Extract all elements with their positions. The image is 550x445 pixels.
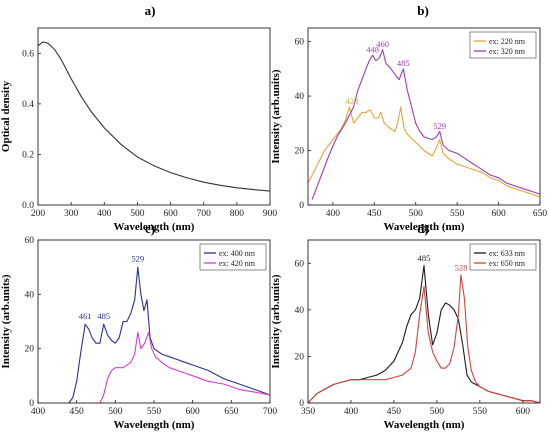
y-tick-label: 0.6 <box>22 49 34 59</box>
plot-frame <box>307 239 541 404</box>
legend-label: ex: 633 nm <box>489 249 526 258</box>
y-tick-label: 60 <box>25 236 35 246</box>
x-tick-label: 700 <box>263 407 278 417</box>
legend-box <box>469 31 537 59</box>
y-axis-title: Optical density <box>0 80 12 152</box>
y-tick-label: 20 <box>25 345 35 355</box>
chart-panel-2: b) 400 450 500 550 600 650 0 20 40 60 Wavelength (n… <box>270 3 547 233</box>
chart-panel-3: c) 400 450 500 550 600 650 700 0 20 40 60 Wavelength… <box>0 221 277 431</box>
peak-label: 448 <box>366 45 379 55</box>
peak-label: 485 <box>397 58 410 68</box>
y-axis-title: Intensity (arb.units) <box>270 69 282 163</box>
legend-label: ex: 650 nm <box>489 259 526 268</box>
y-tick-label: 60 <box>295 259 305 269</box>
y-tick-label: 60 <box>295 38 305 48</box>
x-tick-label: 600 <box>163 209 178 219</box>
x-tick-label: 600 <box>516 407 531 417</box>
x-tick-label: 500 <box>409 209 424 219</box>
x-tick-label: 550 <box>450 209 465 219</box>
x-tick-label: 450 <box>70 407 85 417</box>
peak-label: 529 <box>131 254 144 264</box>
y-tick-label: 0.2 <box>22 150 34 160</box>
x-tick-label: 400 <box>97 209 112 219</box>
series-line-1 <box>308 106 540 198</box>
y-axis-title: Intensity (arb.units) <box>0 274 12 368</box>
panel-label: d) <box>417 221 429 236</box>
panel-label: b) <box>417 3 429 18</box>
panel-label: c) <box>145 221 155 236</box>
x-tick-label: 650 <box>224 407 239 417</box>
x-tick-label: 500 <box>130 209 145 219</box>
legend-label: ex: 400 nm <box>219 249 256 258</box>
x-tick-label: 400 <box>31 407 46 417</box>
y-tick-label: 0 <box>299 201 304 211</box>
chart-panel-1: a) 200 300 400 500 600 700 800 900 0.0 0.2 0.4 0.6 Wa… <box>0 3 277 233</box>
x-tick-label: 450 <box>367 209 382 219</box>
peak-label: 529 <box>433 121 446 131</box>
x-tick-label: 800 <box>230 209 245 219</box>
peak-label: 485 <box>418 253 431 263</box>
legend-label: ex: 320 nm <box>489 47 526 56</box>
chart-panel-4: d) 350 400 450 500 550 600 0 20 40 60 Wavelength (n… <box>270 221 541 431</box>
series-line-2 <box>99 331 270 403</box>
legend-box <box>199 243 267 271</box>
series-line-2 <box>308 274 540 403</box>
peak-label: 528 <box>455 262 468 272</box>
plot-frame <box>37 27 271 206</box>
x-tick-label: 550 <box>473 407 488 417</box>
peak-label: 485 <box>97 311 110 321</box>
x-tick-label: 700 <box>197 209 212 219</box>
x-tick-label: 600 <box>186 407 201 417</box>
x-tick-label: 300 <box>64 209 79 219</box>
x-tick-label: 400 <box>326 209 341 219</box>
x-tick-label: 900 <box>263 209 278 219</box>
y-tick-label: 0.0 <box>22 201 34 211</box>
series-line-1 <box>38 41 270 192</box>
x-axis-title: Wavelength (nm) <box>384 221 465 233</box>
x-tick-label: 500 <box>108 407 123 417</box>
x-tick-label: 650 <box>533 209 548 219</box>
y-tick-label: 0 <box>299 399 304 409</box>
legend-label: ex: 420 nm <box>219 259 256 268</box>
y-axis-title: Intensity (arb.units) <box>270 274 282 368</box>
y-tick-label: 20 <box>295 147 305 157</box>
x-tick-label: 450 <box>387 407 402 417</box>
plot-frame <box>307 27 541 206</box>
series-line-2 <box>311 49 540 200</box>
peak-label: 461 <box>79 311 92 321</box>
y-tick-label: 40 <box>295 306 305 316</box>
x-tick-label: 400 <box>344 407 359 417</box>
x-tick-label: 350 <box>301 407 316 417</box>
y-tick-label: 40 <box>25 290 35 300</box>
series-line-1 <box>68 266 270 403</box>
peak-label: 460 <box>376 39 389 49</box>
y-tick-label: 40 <box>295 92 305 102</box>
legend-label: ex: 220 nm <box>489 37 526 46</box>
y-tick-label: 0 <box>29 399 34 409</box>
panel-label: a) <box>145 3 156 18</box>
x-tick-label: 200 <box>31 209 46 219</box>
x-tick-label: 600 <box>491 209 506 219</box>
legend-box <box>469 243 537 271</box>
x-tick-label: 550 <box>147 407 162 417</box>
y-tick-label: 20 <box>295 352 305 362</box>
x-axis-title: Wavelength (nm) <box>384 419 465 431</box>
y-tick-label: 0.4 <box>22 100 34 110</box>
x-tick-label: 500 <box>430 407 445 417</box>
peak-label: 423 <box>346 96 359 106</box>
x-axis-title: Wavelength (nm) <box>114 419 195 431</box>
x-axis-title: Wavelength (nm) <box>114 221 195 233</box>
